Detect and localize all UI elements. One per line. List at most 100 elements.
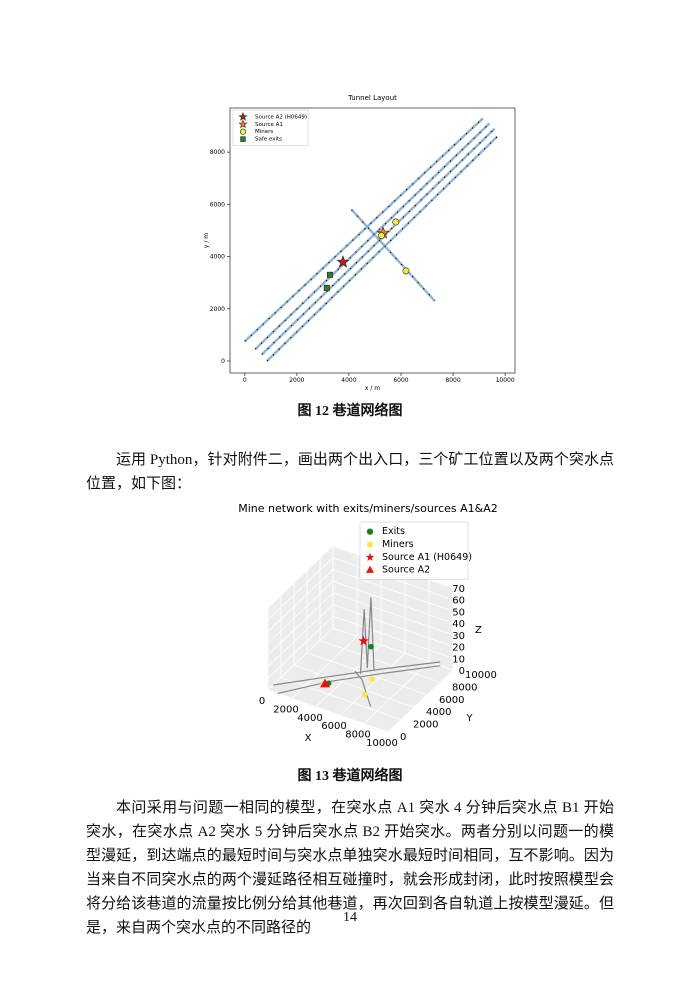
data-point [358,635,369,646]
grid-line [267,615,334,679]
grid-line [267,545,334,609]
grid-line [332,592,454,636]
grid-line [267,580,334,644]
figure-caption: 图 13 巷道网络图 [297,769,403,784]
data-point [392,218,400,226]
tunnel [359,597,375,675]
tunnel-nodes [254,122,490,350]
page-number: 14 [343,910,357,925]
grid-line [315,644,382,708]
z-tick-label: 50 [452,607,465,618]
z-tick-label: 40 [452,619,465,630]
x-tick-label: 0 [243,377,247,384]
data-point [326,271,333,278]
tunnel [277,665,441,694]
y-tick-label: 2000 [210,306,225,313]
x-tick-label: 10000 [366,738,398,749]
legend-label: Miners [255,129,273,135]
data-point [402,267,410,275]
z-tick-label: 70 [452,584,465,595]
figure-caption: 图 12 巷道网络图 [297,404,403,419]
z-tick-label: 60 [452,596,465,607]
grid-line [332,580,454,624]
tunnel [260,127,496,356]
grid-line [267,592,334,656]
x-axis-label: x / m [365,385,380,392]
grid-line [267,569,334,632]
legend-label: Source A1 [255,122,283,128]
grid-line [267,627,334,691]
tunnel [254,122,491,351]
grid-line [387,669,454,733]
z-tick-label: 30 [452,631,465,642]
legend-label: Source A2 [382,565,430,576]
y-tick-label: 6000 [210,201,225,208]
legend-label: Source A2 (H0649) [255,114,307,120]
legend-box [359,521,469,580]
grid-line [363,661,430,724]
x-tick-label: 6000 [393,377,408,384]
grid-line [306,652,428,696]
y-axis-label: Y [466,713,474,724]
paragraph: 运用 Python，针对附件二，画出两个出入口，三个矿工位置以及两个突水点位置，… [86,452,614,492]
chart-title: Mine network with exits/miners/sources A… [238,502,498,515]
data-point [323,284,330,291]
legend-marker [365,552,375,561]
y-tick-label: 2000 [413,720,438,731]
grid-line [332,615,454,659]
tunnel [243,117,484,343]
grid-line [267,604,334,667]
z-tick-label: 10 [452,654,465,665]
data-point [378,232,385,240]
legend-marker [366,541,374,548]
data-point [361,691,368,698]
legend-marker [366,528,374,535]
grid-line [319,640,441,683]
grid-line [267,689,389,733]
x-tick-label: 2000 [273,704,298,715]
x-axis-label: X [305,733,312,744]
y-tick-label: 0 [400,732,406,743]
x-tick-label: 10000 [496,377,515,384]
x-tick-label: 8000 [445,377,460,384]
y-tick-label: 10000 [465,670,497,681]
x-tick-label: 4000 [341,377,356,384]
tunnel [350,208,436,302]
z-tick-label: 0 [459,666,465,677]
legend-marker [240,136,246,142]
y-tick-label: 4000 [210,254,225,261]
x-tick-label: 0 [259,696,265,707]
x-tick-label: 6000 [321,721,346,732]
paragraph: 本问采用与问题一相同的模型，在突水点 A1 突水 4 分钟后突水点 B1 开始突… [86,800,614,936]
legend-marker [239,128,247,135]
legend-label: Safe exits [255,137,282,143]
x-tick-label: 2000 [289,377,304,384]
legend-label: Source A1 (H0649) [382,552,472,563]
x-tick-label: 4000 [297,713,322,724]
plot-frame [229,107,516,374]
data-point [336,255,350,268]
y-axis-label: y / m [203,233,210,248]
chart-title: Tunnel Layout [347,94,397,102]
data-point [369,676,376,682]
y-tick-label: 6000 [439,695,464,706]
data-point [320,678,330,688]
tunnel [354,670,372,707]
z-tick-label: 20 [452,643,465,654]
y-tick-label: 4000 [426,707,451,718]
grid-line [332,604,454,647]
legend-marker [238,119,248,129]
legend-marker [238,111,248,121]
y-tick-label: 8000 [210,149,225,156]
grid-line [267,557,334,621]
grid-line [332,569,454,612]
legend-marker [365,565,375,573]
grid-line [280,677,402,720]
z-axis-label: Z [475,625,482,636]
legend-label: Miners [382,539,414,550]
x-tick-label: 8000 [345,730,370,741]
y-tick-label: 8000 [452,682,477,693]
data-point [368,643,374,650]
